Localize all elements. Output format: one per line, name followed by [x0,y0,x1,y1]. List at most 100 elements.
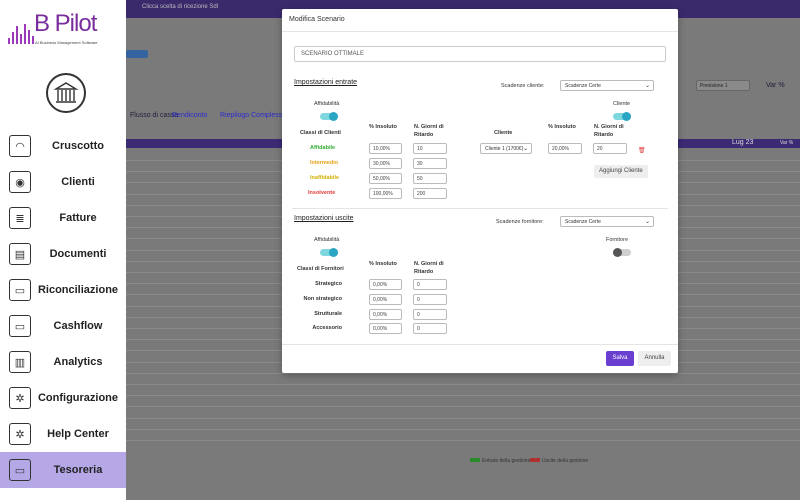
affidabilita-toggle[interactable] [320,112,338,121]
sidebar-item-analytics[interactable]: ▥ Analytics [0,344,126,380]
cliente-insoluto-input[interactable]: 20,00% [548,143,582,154]
giorni-ritardo-input[interactable]: 10 [413,143,447,154]
save-button[interactable]: Salva [606,351,634,366]
col-insoluto-cliente: % Insoluto [548,124,576,130]
edit-scenario-modal: Modifica Scenario SCENARIO OTTIMALE Impo… [282,9,678,373]
entrate-section-title: Impostazioni entrate [294,79,358,86]
sidebar-item-configurazione[interactable]: ✲ Configurazione [0,380,126,416]
cliente-giorni-input[interactable]: 20 [593,143,627,154]
var-checkbox-label[interactable]: Var % [766,82,785,89]
chevron-down-icon: ⌄ [644,219,650,225]
footer-divider [282,344,678,345]
scadenze-cliente-label: Scadenze cliente: [501,83,545,89]
uscite-section-title: Impostazioni uscite [294,215,354,222]
class-label-cliente: Affidabile [310,145,336,151]
scadenze-fornitore-select[interactable]: Scadenze Certe ⌄ [560,216,654,227]
class-label-fornitore: Accessorio [312,325,342,331]
sidebar-item-label: Configurazione [37,392,119,404]
scadenze-fornitore-label: Scadenze fornitore: [496,219,544,225]
scenario-name-input[interactable]: SCENARIO OTTIMALE [294,46,666,62]
background-button[interactable] [126,50,148,58]
insoluto-input[interactable]: 10,00% [369,143,402,154]
sidebar-item-cashflow[interactable]: ▭ Cashflow [0,308,126,344]
col-giorni-ritardo-cliente: N. Giorni di Ritardo [594,124,624,138]
sidebar-item-label: Clienti [61,176,95,188]
sidebar-item-label: Tesoreria [53,464,103,476]
sidebar-item-help-center[interactable]: ✲ Help Center [0,416,126,452]
col-giorni-ritardo: N. Giorni di Ritardo [414,124,444,138]
fornitore-toggle-label: Fornitore [606,237,629,243]
sidebar-item-tesoreria[interactable]: ▭ Tesoreria [0,452,126,488]
col-giorni-ritardo-uscite: N. Giorni di Ritardo [414,261,444,275]
cliente-select[interactable]: Cliente 1 (1700€) ⌄ [480,143,532,154]
class-label-cliente: Insolvente [308,190,336,196]
giorni-ritardo-input[interactable]: 30 [413,158,447,169]
insoluto-input[interactable]: 0,00% [369,309,402,320]
sidebar-item-label: Documenti [49,248,107,260]
cliente-toggle-label: Cliente [613,101,631,107]
invoice-icon: ≣ [9,207,31,229]
col-classi-clienti: Classi di Clienti [300,130,341,136]
insoluto-input[interactable]: 50,00% [369,173,402,184]
top-bar-text: Clicca scelta di ricezione SdI [142,4,219,10]
giorni-ritardo-input[interactable]: 0 [413,309,447,320]
add-cliente-button[interactable]: Aggiungi Cliente [594,165,648,178]
header-col-lug: Lug 23 [732,139,754,146]
insoluto-input[interactable]: 0,00% [369,279,402,290]
class-label-cliente: Intermedio [310,160,339,166]
sidebar-item-label: Fatture [59,212,97,224]
bar-chart-icon: ▥ [9,351,31,373]
affidabilita-uscite-label: Affidabilità [314,237,340,243]
logo-subtitle: AI Business Management Software [35,40,98,45]
cliente-toggle[interactable] [613,112,631,121]
sidebar-item-riconciliazione[interactable]: ▭ Riconciliazione [0,272,126,308]
modal-divider [282,31,678,32]
gear-icon: ✲ [9,387,31,409]
sidebar-item-fatture[interactable]: ≣ Fatture [0,200,126,236]
sidebar-item-documenti[interactable]: ▤ Documenti [0,236,126,272]
class-label-cliente: Inaffidabile [310,175,340,181]
money-icon: ▭ [9,459,31,481]
section-divider [292,208,668,209]
logo-text: B Pilot [34,10,97,37]
class-label-fornitore: Strutturale [314,311,342,317]
table-row [126,385,800,397]
sidebar-item-cruscotto[interactable]: ◠ Cruscotto [0,128,126,164]
insoluto-input[interactable]: 0,00% [369,323,402,334]
background-select[interactable]: Previsione 1 [696,80,750,91]
col-insoluto-uscite: % Insoluto [369,261,397,267]
fornitore-toggle[interactable] [613,248,631,257]
giorni-ritardo-input[interactable]: 0 [413,323,447,334]
trash-icon[interactable]: 🗑 [638,148,646,154]
table-row [126,396,800,408]
class-label-fornitore: Non strategico [303,296,342,302]
tab-rendiconto[interactable]: Rendiconto [172,112,208,119]
tab-flusso[interactable]: Flusso di cassa [130,112,179,119]
document-icon: ▤ [9,243,31,265]
giorni-ritardo-input[interactable]: 0 [413,279,447,290]
cash-icon: ▭ [9,315,31,337]
sidebar-item-label: Cruscotto [52,140,104,152]
class-label-fornitore: Strategico [315,281,342,287]
chevron-down-icon: ⌄ [644,83,650,89]
bank-note-icon: ▭ [9,279,31,301]
insoluto-input[interactable]: 100,00% [369,188,402,199]
cancel-button[interactable]: Annulla [638,351,671,366]
col-classi-fornitori: Classi di Fornitori [297,266,344,272]
sidebar: B Pilot AI Business Management Software … [0,0,126,500]
affidabilita-uscite-toggle[interactable] [320,248,338,257]
table-row [126,363,800,374]
giorni-ritardo-input[interactable]: 0 [413,294,447,305]
giorni-ritardo-input[interactable]: 200 [413,188,447,199]
sidebar-item-clienti[interactable]: ◉ Clienti [0,164,126,200]
giorni-ritardo-input[interactable]: 50 [413,173,447,184]
insoluto-input[interactable]: 30,00% [369,158,402,169]
tab-riepilogo[interactable]: Riepilogo Complessivo [220,112,292,119]
app-logo[interactable]: B Pilot AI Business Management Software [8,10,120,50]
table-row [126,430,800,441]
user-icon: ◉ [9,171,31,193]
insoluto-input[interactable]: 0,00% [369,294,402,305]
chevron-down-icon: ⌄ [522,146,528,152]
scadenze-cliente-select[interactable]: Scadenze Certe ⌄ [560,80,654,91]
gauge-icon: ◠ [9,135,31,157]
